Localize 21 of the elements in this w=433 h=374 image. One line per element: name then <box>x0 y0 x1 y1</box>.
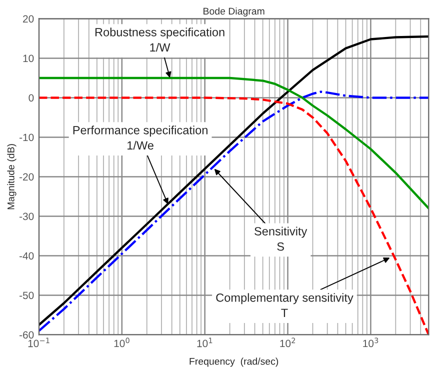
y-tick-label: -20 <box>20 173 34 181</box>
y-tick-label: -50 <box>20 292 34 300</box>
x-tick-label: 10$^{0}$ <box>114 338 130 348</box>
annotation: Complementary sensitivity T <box>216 293 354 317</box>
y-tick-label: 0 <box>28 94 34 102</box>
annotation: Sensitivity S <box>254 226 308 251</box>
x-axis-title: Frequency (rad/sec) <box>190 358 278 367</box>
y-tick-label: 10 <box>23 54 34 62</box>
x-tick-label: 10$^{1}$ <box>197 338 212 348</box>
x-tick-label: 10$^{2}$ <box>280 338 296 348</box>
y-axis-title: Magnitude (dB) <box>7 144 16 210</box>
annotation: Performance specification 1/We <box>73 126 208 150</box>
y-tick-label: -40 <box>20 252 34 260</box>
annotation: Robustness specification 1/W <box>95 28 224 52</box>
y-tick-label: -30 <box>20 212 34 220</box>
y-tick-label: -10 <box>20 134 34 142</box>
chart-title: Bode Diagram <box>204 7 264 17</box>
y-tick-label: 20 <box>23 15 34 23</box>
x-tick-label: 10$^{3}$ <box>363 338 378 348</box>
x-tick-label: 10$^{−1}$ <box>28 338 50 348</box>
y-tick-label: -60 <box>20 331 34 339</box>
